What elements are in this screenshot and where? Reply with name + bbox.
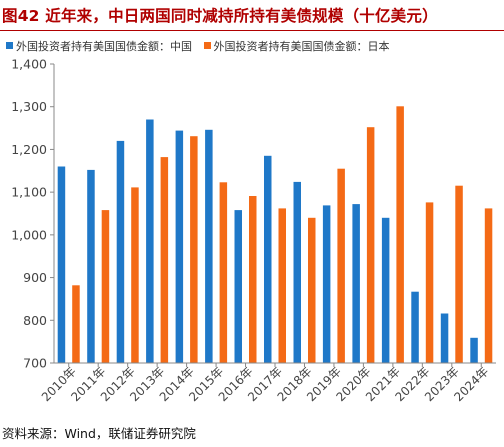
bar-japan [455,185,463,363]
bar-japan [337,168,345,363]
legend-item-japan: 外国投资者持有美国国债金额：日本 [203,38,390,54]
legend-swatch-china [6,42,13,49]
legend-swatch-japan [203,42,211,49]
bar-japan [219,182,228,363]
y-tick-label: 900 [23,270,47,285]
bar-japan [160,157,169,363]
bar-chart: 700 800 900 1,000 1,100 1,200 1,300 1,400 2010年… [11,57,496,404]
bar-japan [366,127,375,363]
y-axis: 700 800 900 1,000 1,100 1,200 1,300 1,400 [11,57,55,371]
y-tick-label: 700 [23,356,47,371]
bar-china [470,337,478,363]
bar-china [293,181,301,363]
bars [57,106,493,364]
legend-label-china: 外国投资者持有美国国债金额：中国 [16,40,192,53]
bar-china [264,155,272,363]
title-rule [0,30,504,31]
bar-japan [484,208,493,363]
bar-china [116,140,125,363]
source-note: 资料来源：Wind，联储证券研究院 [2,426,196,441]
chart-title: 图42 近年来，中日两国同时减持所持有美债规模（十亿美元） [2,7,438,25]
bar-japan [190,136,198,363]
bar-china [146,119,154,363]
legend: 外国投资者持有美国国债金额：中国 外国投资者持有美国国债金额：日本 [6,38,502,54]
legend-item-china: 外国投资者持有美国国债金额：中国 [6,38,192,54]
x-axis: 2010年2011年2012年2013年2014年2015年2016年2017年… [39,362,496,404]
bar-japan [72,285,80,363]
bar-china [205,129,213,363]
y-tick-label: 1,100 [11,185,47,200]
bar-china [175,130,184,363]
y-tick-label: 1,300 [11,99,47,114]
bar-china [234,210,242,363]
bar-japan [131,187,139,363]
bar-china [411,291,419,363]
y-tick-label: 1,400 [11,57,47,72]
bar-china [57,166,66,363]
y-tick-label: 1,200 [11,142,47,157]
bar-japan [396,106,404,364]
bar-china [352,204,360,363]
bar-japan [308,217,316,363]
bar-china [440,313,449,363]
bar-japan [249,196,257,363]
bar-japan [278,208,286,363]
bar-china [87,169,95,363]
bar-japan [425,202,434,363]
bar-china [322,205,331,363]
bar-china [381,217,390,363]
bar-japan [101,210,110,363]
legend-label-japan: 外国投资者持有美国国债金额：日本 [213,40,390,53]
y-tick-label: 1,000 [11,227,47,242]
y-tick-label: 800 [23,313,47,328]
